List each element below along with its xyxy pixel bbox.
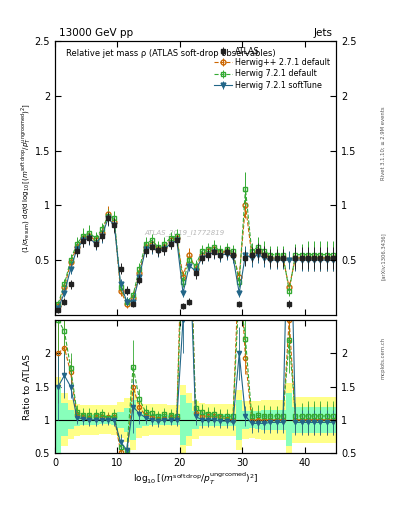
Y-axis label: Ratio to ATLAS: Ratio to ATLAS (23, 354, 32, 419)
Text: ATLAS_2019_I1772819: ATLAS_2019_I1772819 (144, 229, 224, 236)
Text: 13000 GeV pp: 13000 GeV pp (59, 28, 133, 38)
Text: Relative jet mass ρ (ATLAS soft-drop observables): Relative jet mass ρ (ATLAS soft-drop obs… (66, 49, 276, 58)
Text: Rivet 3.1.10; ≥ 2.9M events: Rivet 3.1.10; ≥ 2.9M events (381, 106, 386, 180)
Text: Jets: Jets (313, 28, 332, 38)
Text: mcplots.cern.ch: mcplots.cern.ch (381, 337, 386, 379)
X-axis label: $\log_{10}[(m^{\mathrm{soft\,drop}}/p_T^{\mathrm{ungroomed}})^2]$: $\log_{10}[(m^{\mathrm{soft\,drop}}/p_T^… (133, 471, 258, 487)
Y-axis label: $(1/\sigma_\mathrm{resum})\ \mathrm{d}\sigma/\mathrm{d}\,\log_{10}[(m^{\mathrm{s: $(1/\sigma_\mathrm{resum})\ \mathrm{d}\s… (20, 103, 33, 253)
Text: [arXiv:1306.3436]: [arXiv:1306.3436] (381, 232, 386, 280)
Legend: ATLAS, Herwig++ 2.7.1 default, Herwig 7.2.1 default, Herwig 7.2.1 softTune: ATLAS, Herwig++ 2.7.1 default, Herwig 7.… (213, 45, 332, 92)
